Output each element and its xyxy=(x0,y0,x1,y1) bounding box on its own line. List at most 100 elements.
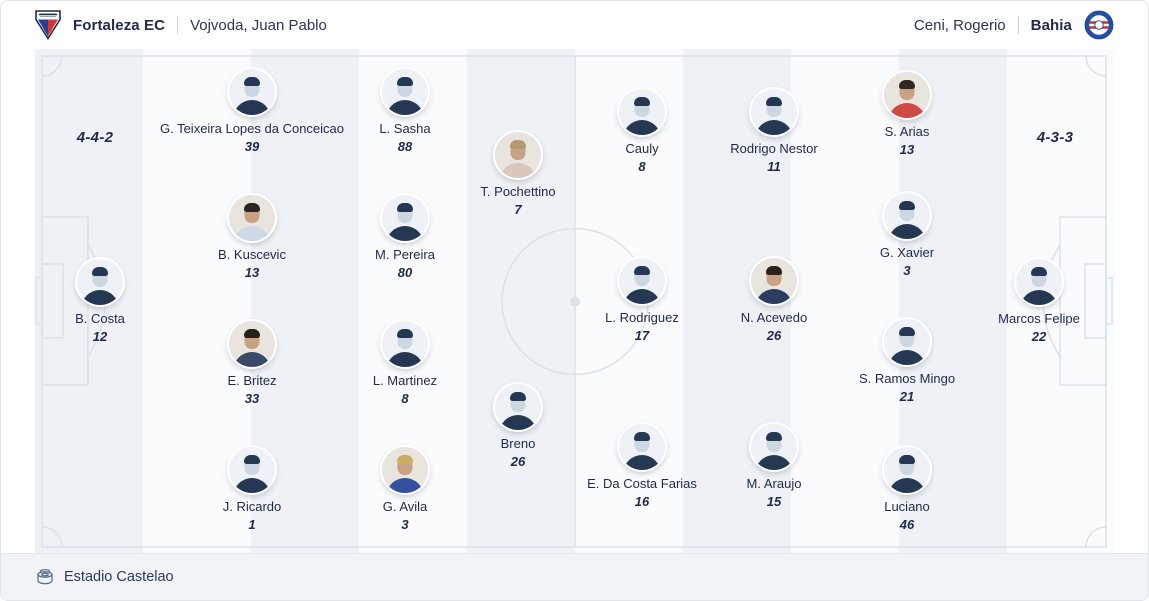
player-hair xyxy=(1031,267,1047,276)
player-card-home[interactable]: Breno 26 xyxy=(408,384,628,469)
player-avatar xyxy=(751,89,797,135)
player-number: 13 xyxy=(244,265,260,280)
player-card-away[interactable]: Marcos Felipe 22 xyxy=(929,259,1148,344)
player-number: 8 xyxy=(401,391,409,406)
home-formation-label: 4-4-2 xyxy=(76,129,114,146)
pitch: 4-4-2 4-3-3 B. Costa 12 G. Teixeira Lope… xyxy=(35,49,1115,554)
player-shirt xyxy=(499,415,537,430)
player-name: J. Ricardo xyxy=(222,499,282,514)
player-avatar xyxy=(77,259,123,305)
player-avatar xyxy=(229,321,275,367)
player-avatar xyxy=(382,447,428,493)
player-card-home[interactable]: B. Kuscevic 13 xyxy=(142,195,362,280)
player-card-away[interactable]: Rodrigo Nestor 11 xyxy=(664,89,884,174)
player-card-home[interactable]: B. Costa 12 xyxy=(1,259,210,344)
player-hair xyxy=(766,97,782,106)
player-card-away[interactable]: S. Arias 13 xyxy=(797,72,1017,157)
player-card-away[interactable]: G. Xavier 3 xyxy=(797,193,1017,278)
player-name: S. Ramos Mingo xyxy=(858,371,956,386)
player-shirt xyxy=(755,455,793,470)
player-number: 26 xyxy=(510,454,526,469)
away-team-badge-icon[interactable] xyxy=(1084,10,1114,40)
player-number: 88 xyxy=(397,139,413,154)
player-card-home[interactable]: T. Pochettino 7 xyxy=(408,132,628,217)
player-hair xyxy=(244,455,260,464)
player-shirt xyxy=(386,352,424,367)
player-card-home[interactable]: G. Avila 3 xyxy=(295,447,515,532)
header-divider xyxy=(1017,16,1019,34)
player-number: 11 xyxy=(767,159,781,174)
player-card-home[interactable]: J. Ricardo 1 xyxy=(142,447,362,532)
player-number: 8 xyxy=(638,159,646,174)
player-number: 22 xyxy=(1031,329,1047,344)
home-team-name[interactable]: Fortaleza EC xyxy=(73,16,166,34)
player-name: G. Xavier xyxy=(879,245,935,260)
player-avatar xyxy=(884,447,930,493)
player-hair xyxy=(244,77,260,86)
player-hair xyxy=(634,266,650,275)
player-shirt xyxy=(386,100,424,115)
player-card-home[interactable]: G. Teixeira Lopes da Conceicao 39 xyxy=(142,69,362,154)
player-card-away[interactable]: Luciano 46 xyxy=(797,447,1017,532)
player-shirt xyxy=(623,289,661,304)
player-card-away[interactable]: L. Rodriguez 17 xyxy=(532,258,752,343)
player-name: B. Costa xyxy=(75,311,125,326)
player-hair xyxy=(899,201,915,210)
player-card-home[interactable]: L. Sasha 88 xyxy=(295,69,515,154)
player-hair xyxy=(899,80,915,89)
player-card-away[interactable]: E. Da Costa Farias 16 xyxy=(532,424,752,509)
away-formation-label: 4-3-3 xyxy=(1036,129,1074,146)
player-avatar xyxy=(229,447,275,493)
player-hair xyxy=(634,97,650,106)
player-name: E. Britez xyxy=(227,373,277,388)
stadium-icon xyxy=(35,568,55,586)
player-card-home[interactable]: L. Martinez 8 xyxy=(295,321,515,406)
player-avatar xyxy=(619,89,665,135)
player-number: 16 xyxy=(634,494,650,509)
player-avatar xyxy=(495,132,541,178)
player-number: 33 xyxy=(244,391,260,406)
player-avatar xyxy=(619,258,665,304)
player-card-away[interactable]: S. Ramos Mingo 21 xyxy=(797,319,1017,404)
player-number: 26 xyxy=(766,328,782,343)
player-avatar xyxy=(382,195,428,241)
player-avatar xyxy=(495,384,541,430)
player-name: Cauly xyxy=(625,141,659,156)
away-team-name[interactable]: Bahia xyxy=(1030,16,1072,34)
player-name: L. Martinez xyxy=(372,373,438,388)
player-avatar xyxy=(382,321,428,367)
player-card-away[interactable]: Cauly 8 xyxy=(532,89,752,174)
player-hair xyxy=(397,77,413,86)
player-card-away[interactable]: N. Acevedo 26 xyxy=(664,258,884,343)
player-number: 15 xyxy=(766,494,782,509)
player-hair xyxy=(766,266,782,275)
player-name: N. Acevedo xyxy=(740,310,808,325)
home-team-crest-icon[interactable] xyxy=(35,10,61,40)
player-hair xyxy=(397,203,413,212)
player-number: 3 xyxy=(903,263,911,278)
player-name: S. Arias xyxy=(884,124,930,139)
player-card-home[interactable]: E. Britez 33 xyxy=(142,321,362,406)
player-shirt xyxy=(623,455,661,470)
player-shirt xyxy=(888,103,926,118)
player-avatar xyxy=(1016,259,1062,305)
player-number: 7 xyxy=(514,202,522,217)
header-bar: Fortaleza EC Vojvoda, Juan Pablo Ceni, R… xyxy=(1,1,1148,49)
player-card-away[interactable]: M. Araujo 15 xyxy=(664,424,884,509)
player-shirt xyxy=(623,120,661,135)
player-card-home[interactable]: M. Pereira 80 xyxy=(295,195,515,280)
player-name: M. Araujo xyxy=(746,476,802,491)
player-name: T. Pochettino xyxy=(480,184,556,199)
player-name: Marcos Felipe xyxy=(998,311,1080,326)
player-hair xyxy=(397,329,413,338)
player-shirt xyxy=(888,478,926,493)
player-number: 21 xyxy=(899,389,915,404)
player-name: M. Pereira xyxy=(375,247,435,262)
player-avatar xyxy=(619,424,665,470)
player-shirt xyxy=(233,352,271,367)
header-divider xyxy=(177,16,179,34)
player-name: Rodrigo Nestor xyxy=(730,141,818,156)
player-avatar xyxy=(229,69,275,115)
player-number: 46 xyxy=(899,517,915,532)
